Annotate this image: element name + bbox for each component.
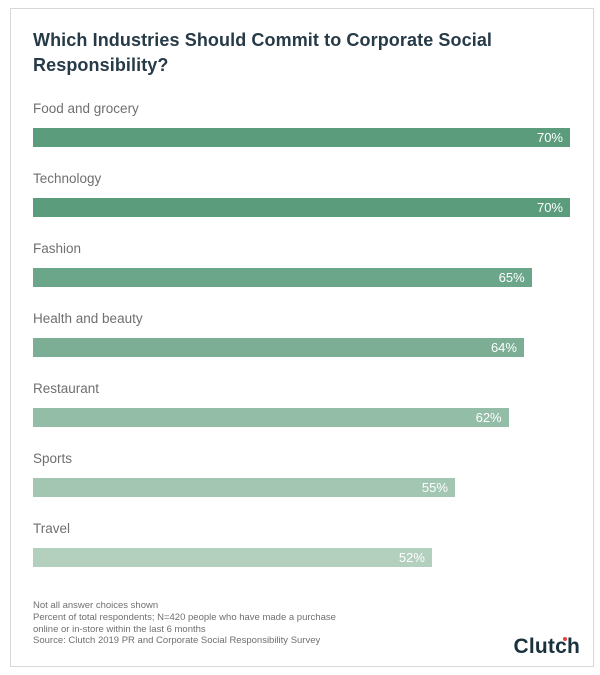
chart-title: Which Industries Should Commit to Corpor… [33, 30, 493, 75]
category-label: Restaurant [33, 381, 100, 396]
bar: 64% [33, 338, 524, 357]
category-label: Travel [33, 521, 71, 536]
bar: 52% [33, 548, 432, 567]
logo-text: Clutch [513, 635, 580, 658]
bar-row: Food and grocery 70% [33, 100, 570, 170]
bar-row: Health and beauty 64% [33, 310, 570, 380]
footnote-line: Not all answer choices shown [33, 600, 159, 611]
footnotes: Not all answer choices shown Percent of t… [33, 600, 413, 647]
bar-row: Sports 55% [33, 450, 570, 520]
bar-chart: Food and grocery 70% Technology 70% Fash… [33, 100, 570, 590]
clutch-logo: Clutch [513, 635, 580, 659]
bar: 62% [33, 408, 509, 427]
bar-row: Travel 52% [33, 520, 570, 590]
bar: 70% [33, 128, 570, 147]
category-label: Health and beauty [33, 311, 143, 326]
value-label: 55% [421, 480, 448, 495]
category-label: Technology [33, 171, 102, 186]
value-label: 52% [398, 550, 425, 565]
bar: 55% [33, 478, 455, 497]
category-label: Sports [33, 451, 73, 466]
logo-red-dot-icon [563, 637, 567, 641]
footnote-line: Percent of total respondents; N=420 peop… [33, 611, 336, 623]
chart-card: Which Industries Should Commit to Corpor… [10, 8, 594, 667]
value-label: 70% [536, 130, 563, 145]
footnote-line: Source: Clutch 2019 PR and Corporate Soc… [33, 635, 321, 647]
bar-row: Fashion 65% [33, 240, 570, 310]
bar-row: Restaurant 62% [33, 380, 570, 450]
footnote-line: online or in-store within the last 6 mon… [33, 623, 206, 635]
value-label: 64% [490, 340, 517, 355]
category-label: Fashion [33, 241, 82, 256]
bar: 70% [33, 198, 570, 217]
bar: 65% [33, 268, 532, 287]
value-label: 62% [475, 410, 502, 425]
value-label: 65% [498, 270, 525, 285]
category-label: Food and grocery [33, 101, 139, 116]
bar-row: Technology 70% [33, 170, 570, 240]
value-label: 70% [536, 200, 563, 215]
